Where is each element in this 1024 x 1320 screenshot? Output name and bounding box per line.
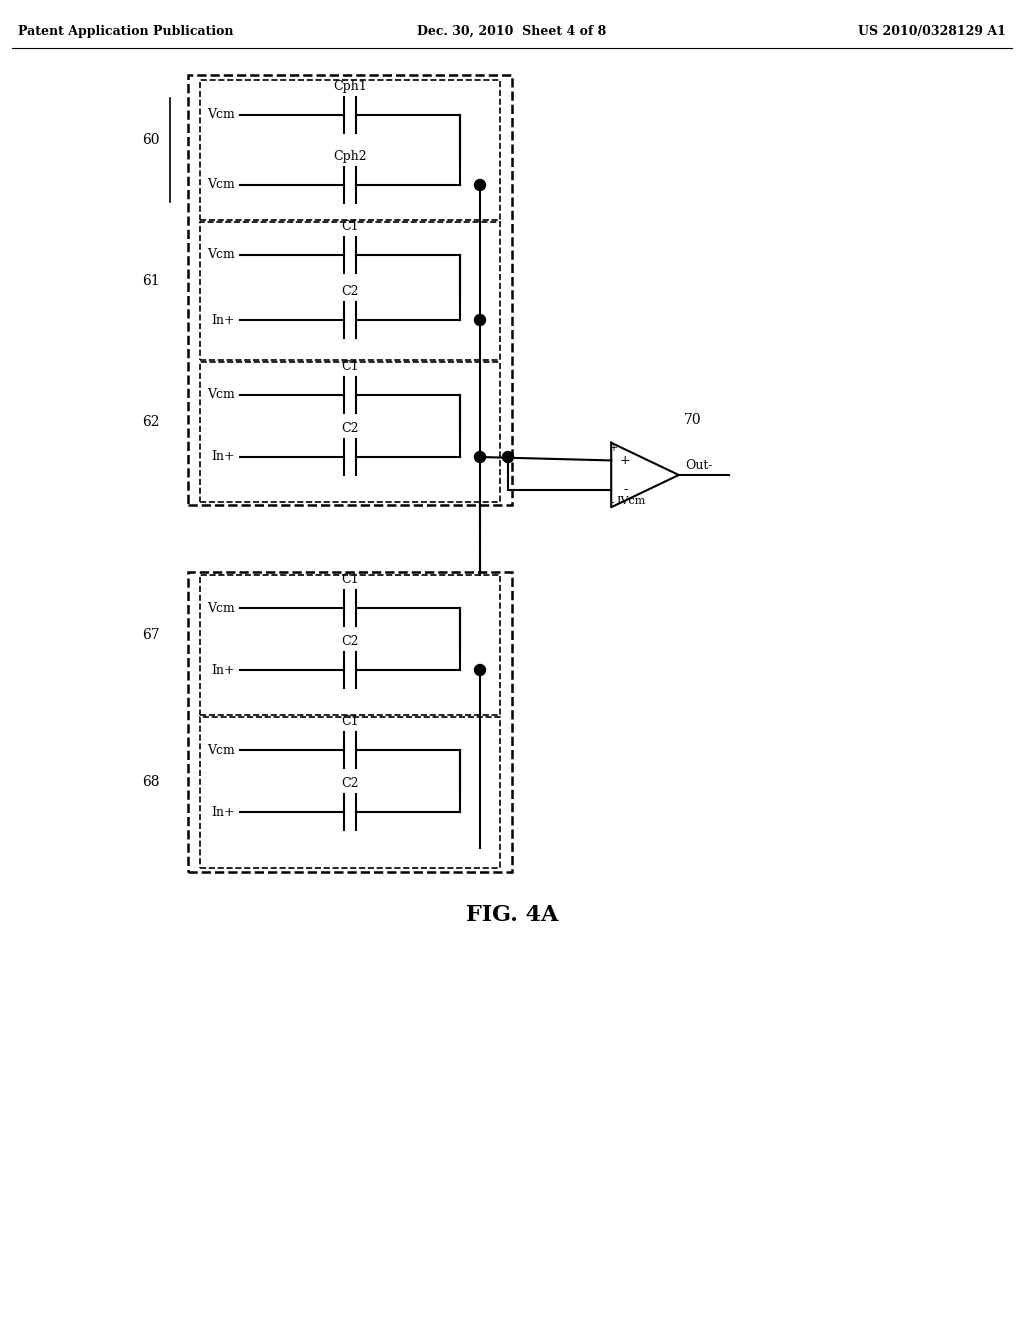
Text: C2: C2 xyxy=(341,285,358,298)
Text: C2: C2 xyxy=(341,635,358,648)
Text: Cph1: Cph1 xyxy=(333,81,367,92)
Text: In+: In+ xyxy=(211,450,234,463)
Text: C2: C2 xyxy=(341,777,358,789)
Text: FIG. 4A: FIG. 4A xyxy=(466,904,558,927)
Circle shape xyxy=(474,314,485,326)
Text: US 2010/0328129 A1: US 2010/0328129 A1 xyxy=(858,25,1006,38)
Text: 62: 62 xyxy=(142,414,160,429)
Text: -: - xyxy=(611,498,614,507)
Text: Vcm: Vcm xyxy=(207,178,234,191)
Text: Cph2: Cph2 xyxy=(333,150,367,162)
Circle shape xyxy=(474,664,485,676)
Text: Vcm: Vcm xyxy=(207,108,234,121)
Text: C1: C1 xyxy=(341,715,358,729)
Text: 61: 61 xyxy=(142,275,160,288)
Text: In+: In+ xyxy=(211,805,234,818)
Text: C1: C1 xyxy=(341,220,358,234)
Text: C1: C1 xyxy=(341,360,358,374)
Text: Out-: Out- xyxy=(685,458,713,471)
Text: Dec. 30, 2010  Sheet 4 of 8: Dec. 30, 2010 Sheet 4 of 8 xyxy=(418,25,606,38)
Circle shape xyxy=(503,451,513,462)
Text: 60: 60 xyxy=(142,133,160,147)
Text: -: - xyxy=(623,483,628,496)
Circle shape xyxy=(474,180,485,190)
Text: +: + xyxy=(608,444,616,453)
Text: 70: 70 xyxy=(684,413,701,426)
Text: 67: 67 xyxy=(142,628,160,642)
Text: Vcm: Vcm xyxy=(207,248,234,261)
Circle shape xyxy=(474,451,485,462)
Text: Vcm: Vcm xyxy=(207,388,234,401)
Text: In+: In+ xyxy=(211,314,234,326)
Text: Vcm: Vcm xyxy=(207,602,234,615)
Text: Patent Application Publication: Patent Application Publication xyxy=(18,25,233,38)
Text: C2: C2 xyxy=(341,422,358,436)
Text: In+: In+ xyxy=(211,664,234,676)
Text: +: + xyxy=(620,454,631,467)
Text: IVcm: IVcm xyxy=(616,496,646,506)
Text: C1: C1 xyxy=(341,573,358,586)
Text: 68: 68 xyxy=(142,776,160,789)
Text: Vcm: Vcm xyxy=(207,743,234,756)
